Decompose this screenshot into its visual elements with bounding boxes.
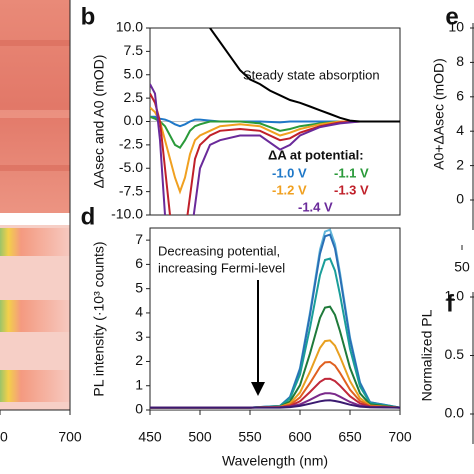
y-tick-label: 10.0 <box>116 19 143 35</box>
x-tick-label: 550 <box>238 429 262 445</box>
legend-entry: -1.2 V <box>272 182 307 197</box>
y-axis-label: A0+ΔAsec (mOD) <box>431 58 447 170</box>
panel-label: e <box>445 3 458 30</box>
heatmap-band <box>0 300 70 332</box>
panel-label: d <box>81 203 96 230</box>
heatmap-stripe <box>0 110 70 118</box>
data-line <box>150 115 400 150</box>
y-tick-label: 4 <box>135 304 143 320</box>
data-line <box>150 399 400 409</box>
y-tick-label: 0 <box>456 191 464 207</box>
y-tick-label: 0.0 <box>124 112 144 128</box>
data-line <box>150 93 400 215</box>
y-tick-label: -2.5 <box>119 136 143 152</box>
x-tick-label: 50 <box>454 259 470 275</box>
legend-entry: -1.1 V <box>334 165 369 180</box>
y-axis-label: Normalized PL <box>419 309 435 401</box>
y-tick-label: 0 <box>135 401 143 417</box>
legend-entry: -1.0 V <box>272 165 307 180</box>
heatmap-top <box>0 0 70 213</box>
data-line <box>150 115 400 128</box>
y-tick-label: 0.0 <box>445 405 465 421</box>
y-tick-label: 1 <box>135 376 143 392</box>
y-tick-label: 2.5 <box>124 89 144 105</box>
x-tick-label: 650 <box>338 429 362 445</box>
y-tick-label: 7 <box>135 231 143 247</box>
heatmap-panel <box>0 0 71 411</box>
x-axis-label: Wavelength (nm) <box>222 453 328 469</box>
panel-label: f <box>446 290 455 317</box>
y-tick-label: 10 <box>448 19 464 35</box>
panel-label: b <box>81 3 96 30</box>
annotation: increasing Fermi-level <box>158 260 285 275</box>
heatmap-stripe <box>0 165 70 171</box>
x-tick-label: 600 <box>288 429 312 445</box>
data-line <box>150 377 400 409</box>
steady-state-line <box>209 28 400 123</box>
y-tick-label: 0.5 <box>445 346 465 362</box>
y-tick-label: 3 <box>135 328 143 344</box>
arrow-head <box>251 382 265 396</box>
y-tick-label: -7.5 <box>119 182 143 198</box>
heatmap-band <box>0 228 70 256</box>
x-tick-label: 700 <box>58 429 82 445</box>
y-tick-label: 8 <box>456 53 464 69</box>
y-tick-label: -10.0 <box>111 206 143 222</box>
annotation: Decreasing potential, <box>158 243 280 258</box>
y-axis-label: PL intensity (·10³ counts) <box>91 241 107 396</box>
y-tick-label: 7.5 <box>124 42 144 58</box>
x-tick-label: 50 <box>0 429 8 445</box>
data-line <box>150 106 400 195</box>
y-tick-label: 5 <box>135 279 143 295</box>
x-tick-label: 500 <box>188 429 212 445</box>
data-line <box>150 83 400 215</box>
x-tick-label: 700 <box>388 429 412 445</box>
y-axis-label: ΔAsec and A0 (mOD) <box>91 55 107 189</box>
y-tick-label: 2 <box>456 156 464 172</box>
annotation: Steady state absorption <box>243 67 380 82</box>
plot-area <box>150 28 400 215</box>
legend-entry: -1.3 V <box>334 182 369 197</box>
legend-entry: -1.4 V <box>298 199 333 214</box>
heatmap-band <box>0 370 70 402</box>
y-tick-label: 5.0 <box>124 65 144 81</box>
y-tick-label: 1.0 <box>445 288 465 304</box>
y-tick-label: -5.0 <box>119 159 143 175</box>
heatmap-stripe <box>0 40 70 46</box>
y-tick-label: 6 <box>135 255 143 271</box>
plot-area <box>150 228 400 410</box>
y-tick-label: 4 <box>456 122 464 138</box>
x-tick-label: 450 <box>138 429 162 445</box>
y-tick-label: 2 <box>135 352 143 368</box>
y-tick-label: 6 <box>456 88 464 104</box>
legend-title: ΔA at potential: <box>268 147 364 162</box>
data-line <box>150 257 400 409</box>
